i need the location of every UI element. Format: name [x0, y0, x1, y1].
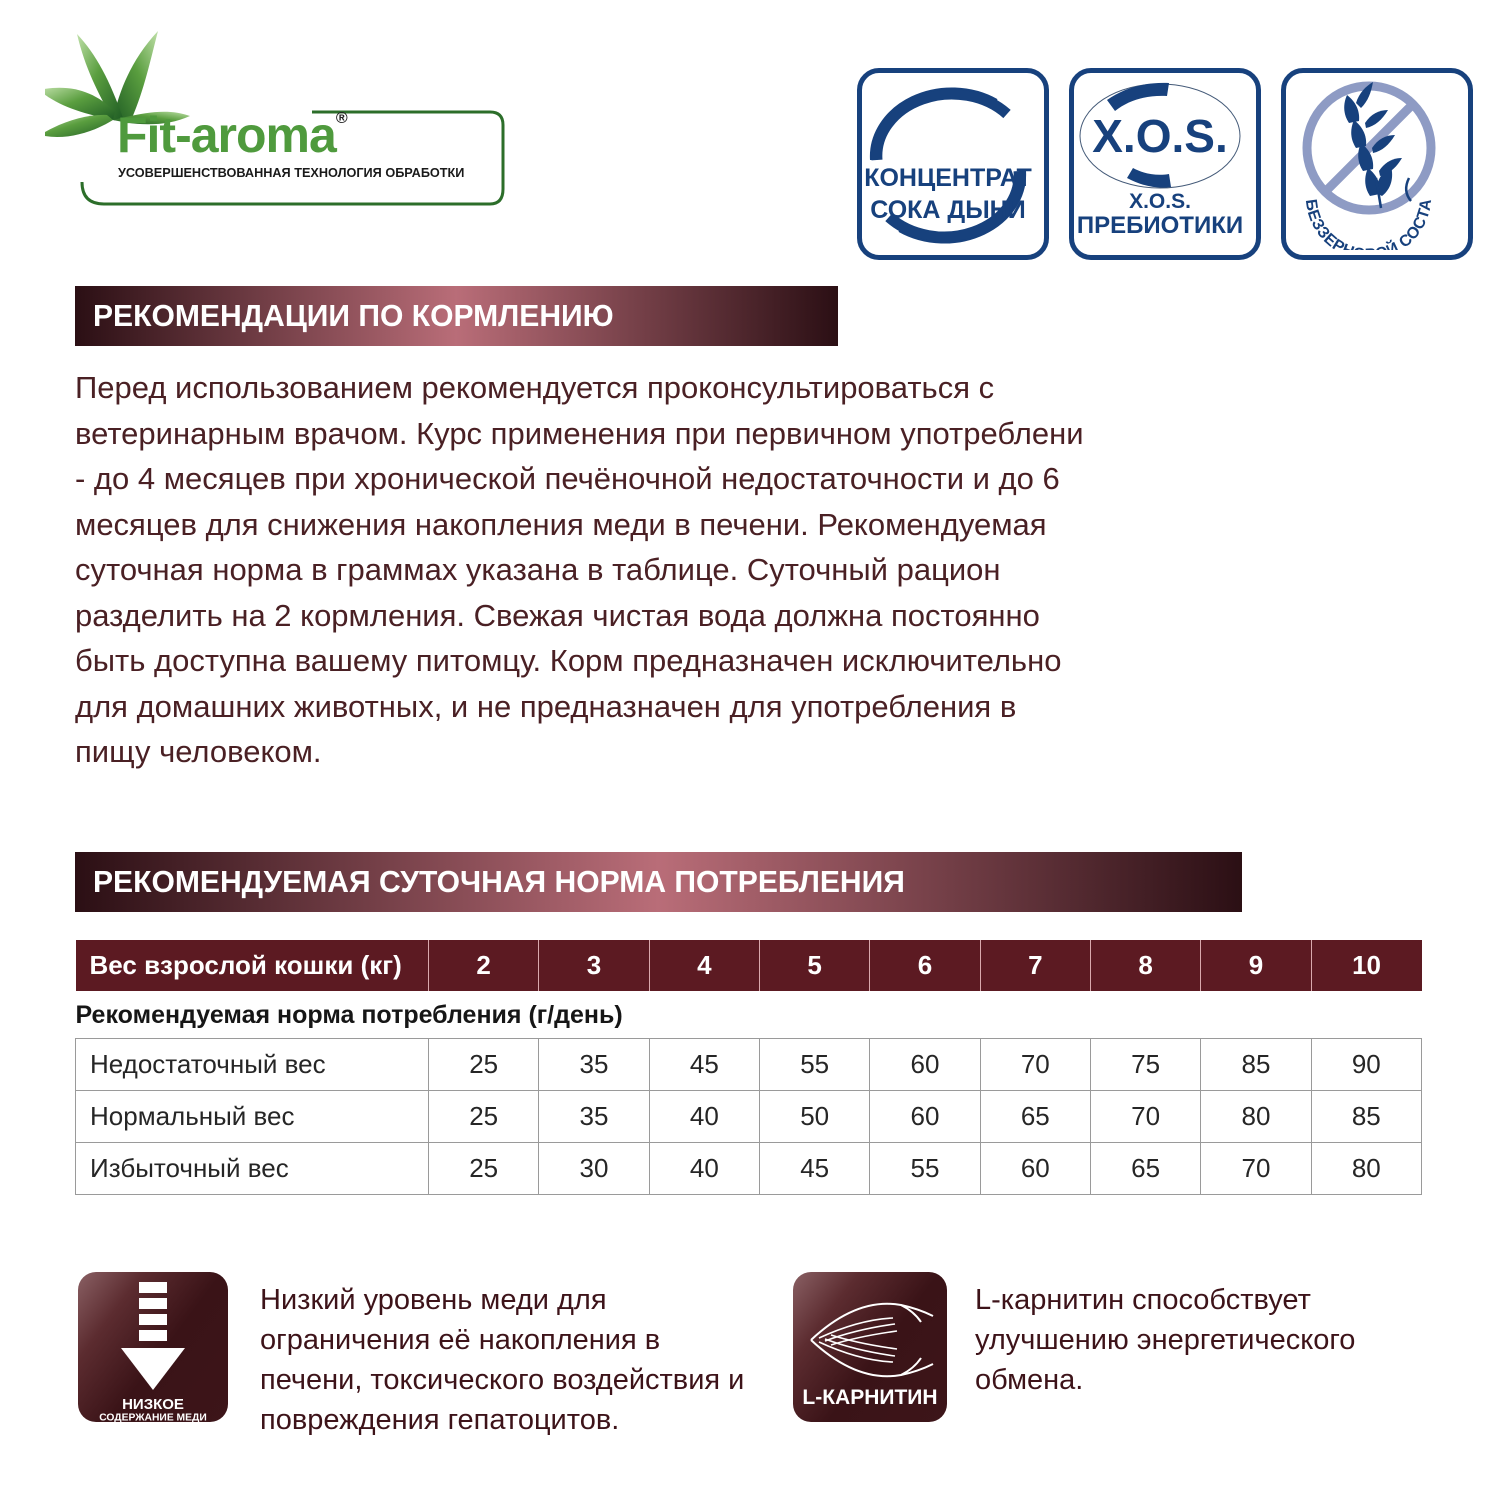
svg-text:X.O.S.: X.O.S.: [1129, 190, 1191, 213]
svg-text:НИЗКОЕ: НИЗКОЕ: [122, 1396, 184, 1413]
svg-text:СОДЕРЖАНИЕ МЕДИ: СОДЕРЖАНИЕ МЕДИ: [99, 1413, 206, 1423]
svg-text:СОКА ДЫНИ: СОКА ДЫНИ: [870, 196, 1025, 224]
svg-text:L-КАРНИТИН: L-КАРНИТИН: [802, 1386, 937, 1409]
svg-text:X.O.S.: X.O.S.: [1092, 110, 1227, 162]
svg-text:КОНЦЕНТРАТ: КОНЦЕНТРАТ: [864, 164, 1032, 192]
svg-text:ПРЕБИОТИКИ: ПРЕБИОТИКИ: [1077, 212, 1243, 239]
